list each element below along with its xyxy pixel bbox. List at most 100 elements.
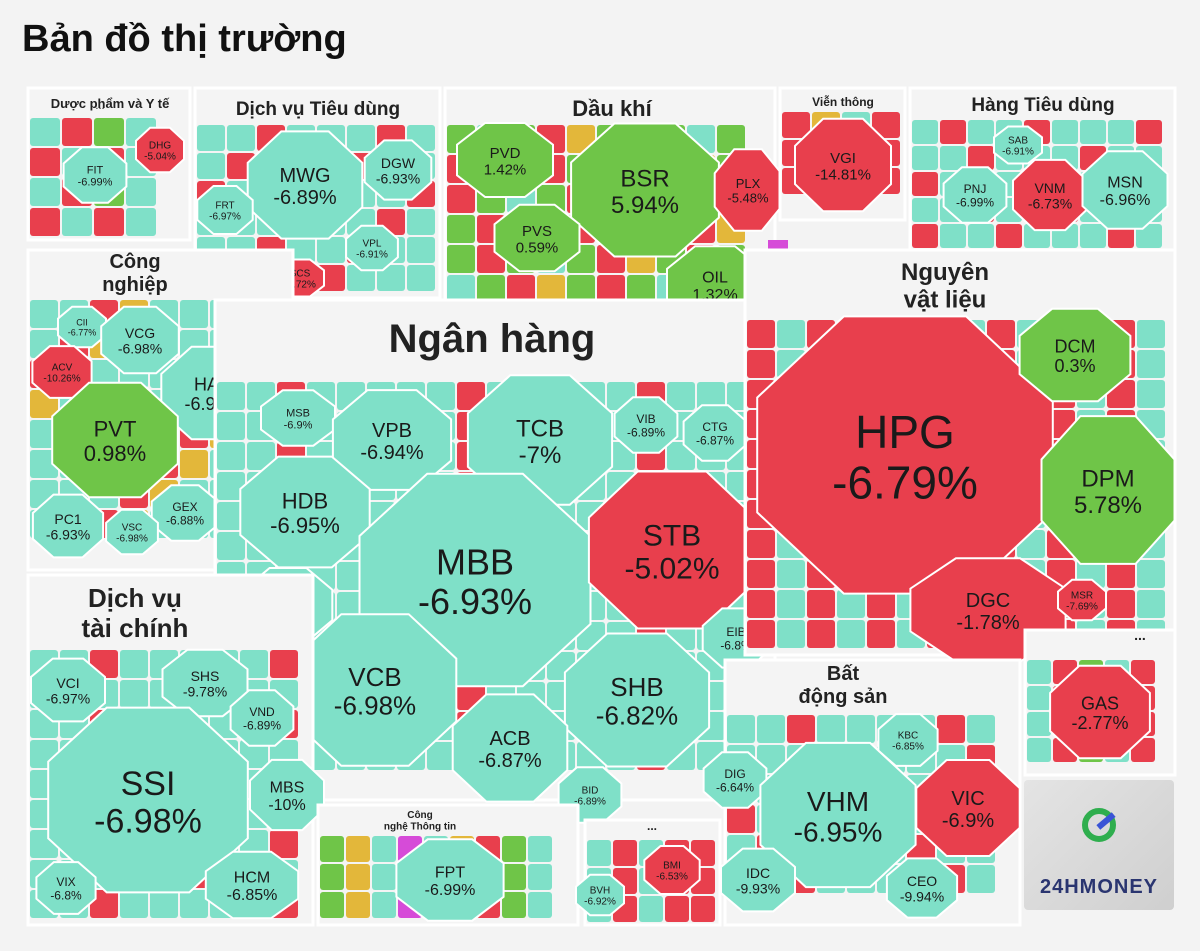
small-cell[interactable] bbox=[217, 442, 245, 470]
small-cell[interactable] bbox=[217, 472, 245, 500]
small-cell[interactable] bbox=[217, 412, 245, 440]
small-cell[interactable] bbox=[968, 120, 994, 144]
small-cell[interactable] bbox=[30, 178, 60, 206]
small-cell[interactable] bbox=[567, 275, 595, 303]
small-cell[interactable] bbox=[217, 532, 245, 560]
small-cell[interactable] bbox=[528, 892, 552, 918]
small-cell[interactable] bbox=[717, 125, 745, 153]
stock-cell-dgw[interactable] bbox=[363, 139, 433, 201]
small-cell[interactable] bbox=[346, 836, 370, 862]
small-cell[interactable] bbox=[777, 560, 805, 588]
stock-cell-shs[interactable] bbox=[161, 648, 249, 718]
small-cell[interactable] bbox=[320, 836, 344, 862]
small-cell[interactable] bbox=[126, 208, 156, 236]
small-cell[interactable] bbox=[197, 153, 225, 179]
stock-cell-mbs[interactable] bbox=[249, 758, 325, 832]
small-cell[interactable] bbox=[1137, 350, 1165, 378]
small-cell[interactable] bbox=[502, 836, 526, 862]
small-cell[interactable] bbox=[502, 892, 526, 918]
small-cell[interactable] bbox=[807, 590, 835, 618]
stock-cell-msr[interactable] bbox=[1057, 578, 1107, 622]
stock-cell-dig[interactable] bbox=[702, 751, 768, 809]
small-cell[interactable] bbox=[62, 118, 92, 146]
small-cell[interactable] bbox=[447, 185, 475, 213]
stock-cell-vnd[interactable] bbox=[229, 689, 295, 747]
small-cell[interactable] bbox=[528, 836, 552, 862]
small-cell[interactable] bbox=[837, 620, 865, 648]
small-cell[interactable] bbox=[270, 830, 298, 858]
stock-cell-acb[interactable] bbox=[451, 693, 569, 803]
small-cell[interactable] bbox=[377, 265, 405, 291]
small-cell[interactable] bbox=[427, 742, 455, 770]
small-cell[interactable] bbox=[90, 890, 118, 918]
small-cell[interactable] bbox=[912, 146, 938, 170]
stock-cell-vix[interactable] bbox=[35, 861, 97, 915]
stock-cell-ssi[interactable] bbox=[47, 706, 249, 894]
stock-cell-dpm[interactable] bbox=[1040, 415, 1176, 565]
small-cell[interactable] bbox=[837, 590, 865, 618]
small-cell[interactable] bbox=[1080, 224, 1106, 248]
stock-cell-pvt[interactable] bbox=[51, 381, 179, 499]
small-cell[interactable] bbox=[337, 592, 365, 620]
stock-cell-msb[interactable] bbox=[260, 389, 336, 447]
small-cell[interactable] bbox=[30, 420, 58, 448]
stock-cell-dcm[interactable] bbox=[1018, 307, 1132, 403]
small-cell[interactable] bbox=[747, 320, 775, 348]
small-cell[interactable] bbox=[968, 224, 994, 248]
small-cell[interactable] bbox=[747, 350, 775, 378]
small-cell[interactable] bbox=[447, 215, 475, 243]
small-cell[interactable] bbox=[817, 715, 845, 743]
small-cell[interactable] bbox=[507, 275, 535, 303]
small-cell[interactable] bbox=[30, 148, 60, 176]
small-cell[interactable] bbox=[1107, 590, 1135, 618]
small-cell[interactable] bbox=[968, 146, 994, 170]
small-cell[interactable] bbox=[912, 120, 938, 144]
stock-cell-ctg[interactable] bbox=[682, 404, 748, 462]
stock-cell-pc1[interactable] bbox=[31, 493, 105, 559]
small-cell[interactable] bbox=[1080, 120, 1106, 144]
stock-cell-idc[interactable] bbox=[720, 847, 796, 913]
small-cell[interactable] bbox=[407, 209, 435, 235]
stock-cell-bsr[interactable] bbox=[570, 122, 720, 258]
stock-cell-vpb[interactable] bbox=[331, 389, 453, 491]
stock-cell-frt[interactable] bbox=[196, 185, 254, 235]
small-cell[interactable] bbox=[120, 680, 148, 708]
small-cell[interactable] bbox=[727, 715, 755, 743]
small-cell[interactable] bbox=[967, 865, 995, 893]
small-cell[interactable] bbox=[30, 300, 58, 328]
small-cell[interactable] bbox=[872, 112, 900, 138]
small-cell[interactable] bbox=[807, 620, 835, 648]
small-cell[interactable] bbox=[372, 892, 396, 918]
stock-cell-bmi[interactable] bbox=[643, 845, 701, 895]
stock-cell-msn[interactable] bbox=[1081, 150, 1169, 230]
small-cell[interactable] bbox=[337, 562, 365, 590]
small-cell[interactable] bbox=[727, 805, 755, 833]
small-cell[interactable] bbox=[747, 530, 775, 558]
stock-cell-dhg[interactable] bbox=[135, 126, 185, 174]
small-cell[interactable] bbox=[867, 590, 895, 618]
small-cell[interactable] bbox=[757, 715, 785, 743]
small-cell[interactable] bbox=[320, 864, 344, 890]
small-cell[interactable] bbox=[317, 237, 345, 263]
small-cell[interactable] bbox=[126, 178, 156, 206]
small-cell[interactable] bbox=[180, 890, 208, 918]
small-cell[interactable] bbox=[747, 560, 775, 588]
stock-cell-gas[interactable] bbox=[1049, 664, 1151, 760]
stock-cell-fit[interactable] bbox=[62, 146, 128, 204]
small-cell[interactable] bbox=[320, 892, 344, 918]
small-cell[interactable] bbox=[937, 715, 965, 743]
small-cell[interactable] bbox=[447, 275, 475, 303]
stock-cell-vic[interactable] bbox=[915, 759, 1021, 857]
small-cell[interactable] bbox=[62, 208, 92, 236]
stock-cell-sab[interactable] bbox=[993, 125, 1043, 165]
stock-cell-bvh[interactable] bbox=[575, 873, 625, 917]
small-cell[interactable] bbox=[787, 715, 815, 743]
small-cell[interactable] bbox=[747, 620, 775, 648]
small-cell[interactable] bbox=[30, 208, 60, 236]
small-cell[interactable] bbox=[30, 450, 58, 478]
small-cell[interactable] bbox=[94, 118, 124, 146]
small-cell[interactable] bbox=[407, 265, 435, 291]
small-cell[interactable] bbox=[912, 224, 938, 248]
small-cell[interactable] bbox=[477, 275, 505, 303]
small-cell[interactable] bbox=[1137, 320, 1165, 348]
